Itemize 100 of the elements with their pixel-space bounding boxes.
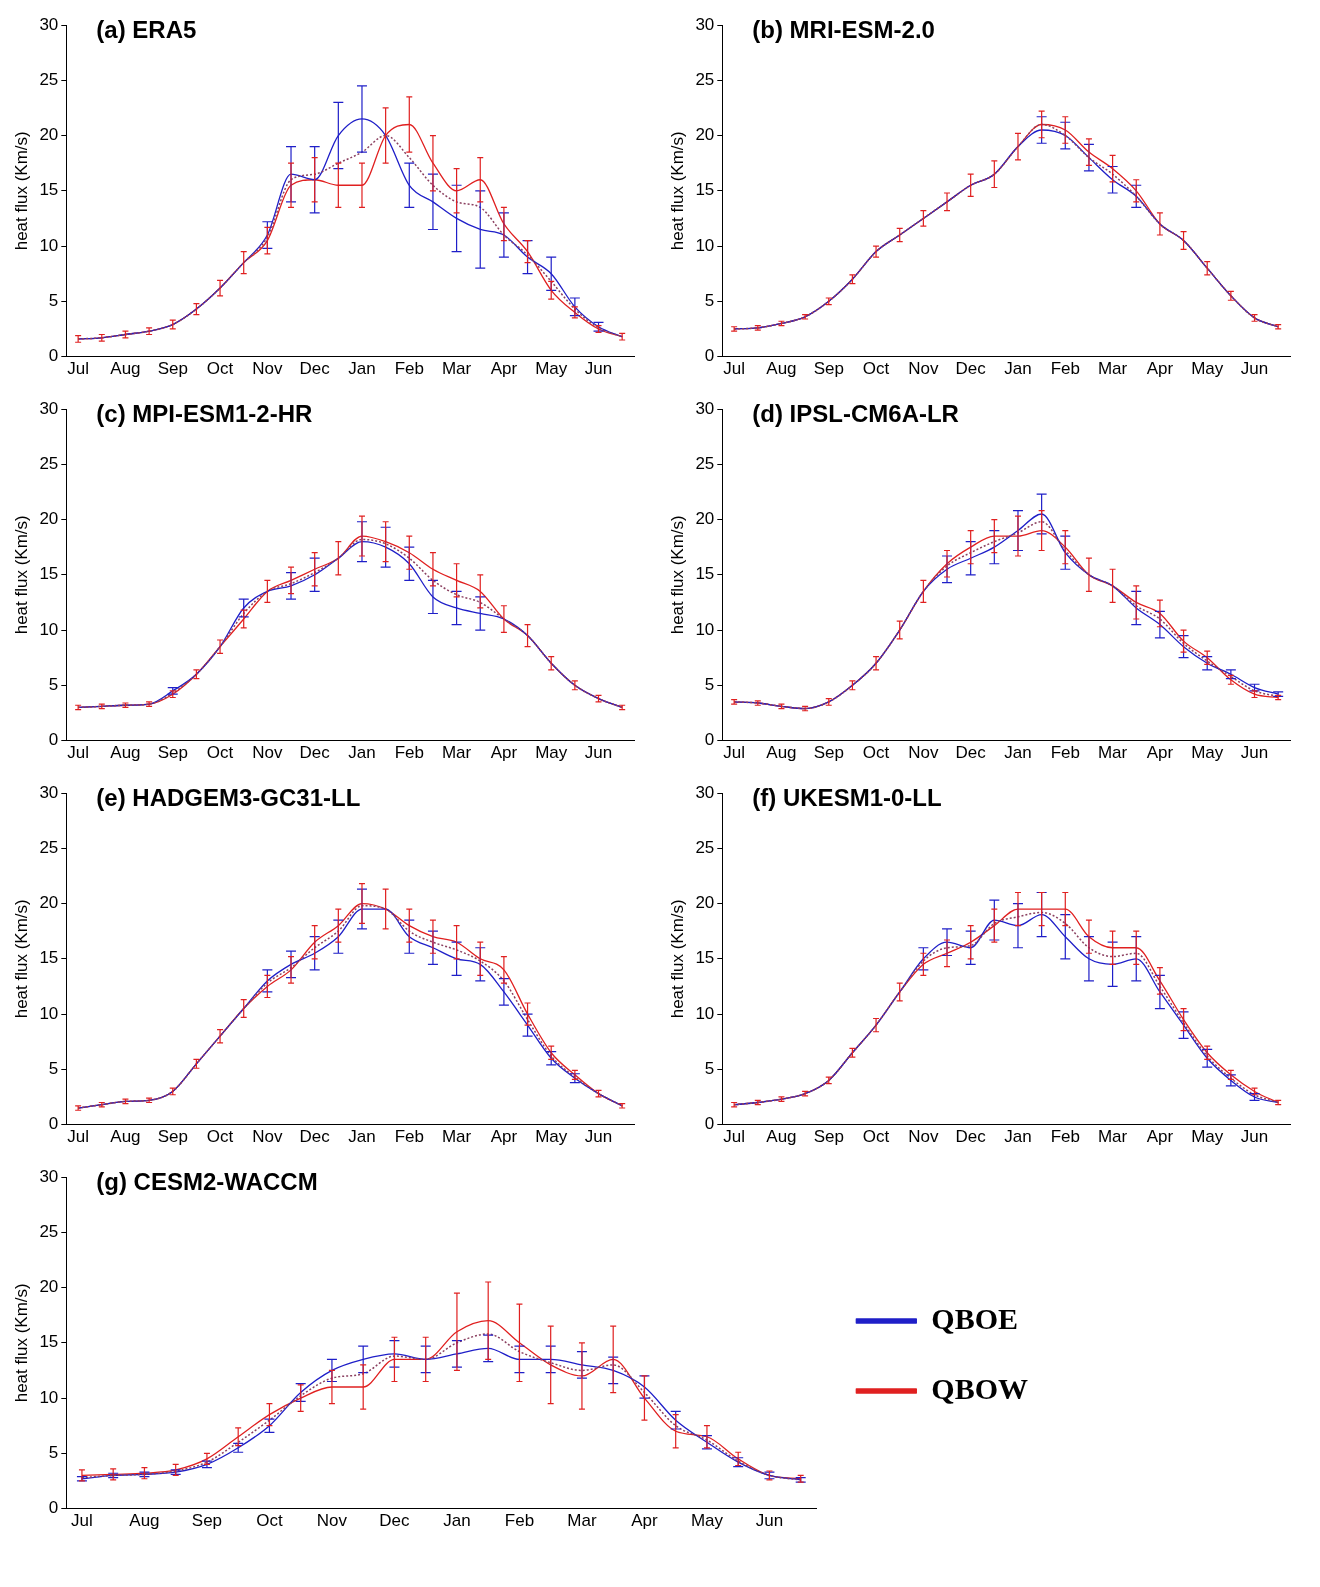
x-tick-label: Dec <box>955 1127 987 1147</box>
chart-title: (a) ERA5 <box>96 15 197 43</box>
x-tick-label: Feb <box>504 1511 535 1531</box>
x-tick-label: Sep <box>157 1127 188 1147</box>
x-tick-label: Mar <box>1097 359 1128 379</box>
y-tick-label: 25 <box>39 453 59 473</box>
x-tick-label: Mar <box>441 743 472 763</box>
legend-label: QBOE <box>931 1301 1019 1335</box>
x-tick-label: Nov <box>316 1511 348 1531</box>
y-tick-label: 10 <box>695 1003 715 1023</box>
chart-title: (d) IPSL-CM6A-LR <box>752 399 959 427</box>
x-tick-label: Oct <box>862 359 890 379</box>
x-tick-label: Sep <box>191 1511 223 1531</box>
x-tick-label: Aug <box>766 743 797 763</box>
y-tick-label: 5 <box>48 291 59 311</box>
x-tick-label: Apr <box>490 1127 518 1147</box>
x-tick-label: Dec <box>299 743 331 763</box>
x-tick-label: Jan <box>1004 359 1032 379</box>
x-tick-label: Feb <box>394 359 424 379</box>
x-tick-label: May <box>1191 743 1224 763</box>
chart-title: (c) MPI-ESM1-2-HR <box>96 399 313 427</box>
x-tick-label: Jan <box>348 359 376 379</box>
y-tick-label: 20 <box>695 509 715 529</box>
y-tick-label: 10 <box>695 619 715 639</box>
x-tick-label: Jan <box>1004 1127 1032 1147</box>
point <box>1250 690 1259 699</box>
x-tick-label: Jan <box>1004 743 1032 763</box>
y-tick-label: 10 <box>695 235 715 255</box>
x-tick-label: Jul <box>71 1511 93 1531</box>
y-tick-label: 25 <box>695 453 715 473</box>
y-tick-label: 25 <box>695 69 715 89</box>
x-tick-label: May <box>535 1127 568 1147</box>
x-tick-label: Mar <box>441 1127 472 1147</box>
y-tick-label: 20 <box>39 1277 59 1297</box>
y-axis-title: heat flux (Km/s) <box>11 899 31 1019</box>
x-tick-label: Feb <box>394 1127 424 1147</box>
y-tick-label: 30 <box>695 782 715 802</box>
x-tick-label: Aug <box>129 1511 160 1531</box>
x-tick-label: Nov <box>252 743 283 763</box>
x-tick-label: Nov <box>908 743 939 763</box>
x-tick-label: Sep <box>813 743 844 763</box>
x-tick-label: Oct <box>206 359 234 379</box>
y-tick-label: 15 <box>39 1332 59 1352</box>
y-tick-label: 15 <box>39 180 59 200</box>
y-tick-label: 5 <box>48 675 59 695</box>
y-tick-label: 5 <box>704 291 715 311</box>
y-tick-label: 20 <box>39 125 59 145</box>
x-tick-label: Nov <box>252 359 283 379</box>
x-tick-label: Mar <box>567 1511 597 1531</box>
x-tick-label: Jul <box>67 1127 89 1147</box>
x-tick-label: Jun <box>584 359 613 379</box>
chart-title: (e) HADGEM3-GC31-LL <box>96 783 361 811</box>
x-tick-label: Nov <box>908 359 939 379</box>
legend-label: QBOW <box>931 1371 1029 1405</box>
x-tick-label: Dec <box>955 359 987 379</box>
x-tick-label: May <box>1191 1127 1224 1147</box>
x-tick-label: Aug <box>110 743 141 763</box>
x-tick-label: Feb <box>1050 359 1080 379</box>
x-tick-label: Oct <box>206 1127 234 1147</box>
y-tick-label: 10 <box>39 1387 59 1407</box>
y-tick-label: 15 <box>695 564 715 584</box>
x-tick-label: Jun <box>1240 359 1269 379</box>
x-tick-label: Jul <box>723 1127 745 1147</box>
x-tick-label: Sep <box>157 743 188 763</box>
x-tick-label: Jan <box>443 1511 471 1531</box>
x-tick-label: Jan <box>348 1127 376 1147</box>
y-tick-label: 5 <box>48 1059 59 1079</box>
chart-title: (f) UKESM1-0-LL <box>752 783 942 811</box>
x-tick-label: Apr <box>1146 359 1174 379</box>
y-tick-label: 0 <box>48 1498 59 1518</box>
x-tick-label: Aug <box>766 359 797 379</box>
y-tick-label: 15 <box>39 948 59 968</box>
y-tick-label: 10 <box>39 235 59 255</box>
x-tick-label: Dec <box>379 1511 411 1531</box>
y-tick-label: 20 <box>695 125 715 145</box>
x-tick-label: Sep <box>813 1127 844 1147</box>
x-tick-label: Oct <box>862 1127 890 1147</box>
x-tick-label: Apr <box>490 743 518 763</box>
y-tick-label: 10 <box>39 1003 59 1023</box>
x-tick-label: May <box>535 743 568 763</box>
x-tick-label: Aug <box>110 1127 141 1147</box>
y-tick-label: 20 <box>695 893 715 913</box>
x-tick-label: Sep <box>157 359 188 379</box>
y-tick-label: 5 <box>48 1443 59 1463</box>
y-tick-label: 5 <box>704 1059 715 1079</box>
x-tick-label: Jan <box>348 743 376 763</box>
x-tick-label: Jun <box>1240 1127 1269 1147</box>
y-axis-title: heat flux (Km/s) <box>667 899 687 1019</box>
x-tick-label: Jul <box>723 359 745 379</box>
y-axis-title: heat flux (Km/s) <box>11 515 31 635</box>
x-tick-label: Apr <box>631 1511 658 1531</box>
x-tick-label: Jun <box>1240 743 1269 763</box>
x-tick-label: Oct <box>256 1511 283 1531</box>
y-tick-label: 0 <box>704 346 715 366</box>
y-tick-label: 15 <box>39 564 59 584</box>
x-tick-label: Dec <box>299 1127 331 1147</box>
y-tick-label: 20 <box>39 509 59 529</box>
y-tick-label: 30 <box>39 398 59 418</box>
y-tick-label: 5 <box>704 675 715 695</box>
y-tick-label: 25 <box>39 69 59 89</box>
